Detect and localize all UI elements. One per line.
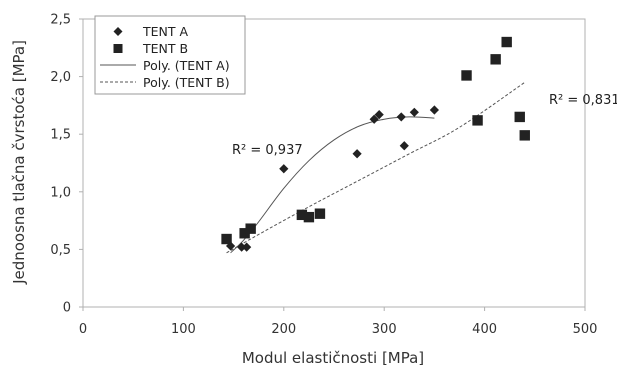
point-tent-b: [490, 54, 501, 65]
legend-label-tent-b: TENT B: [142, 41, 188, 56]
point-tent-a: [429, 105, 439, 115]
legend-label-poly-tent-a: Poly. (TENT A): [143, 58, 230, 73]
x-tick-label: 200: [271, 322, 296, 337]
plot-frame: [82, 18, 586, 308]
legend-square-marker: [113, 44, 123, 53]
point-tent-b: [221, 233, 232, 245]
x-tick-label: 400: [472, 322, 497, 337]
y-axis-title: Jednoosna tlačna čvrstoća [MPa]: [10, 40, 28, 285]
x-tick-label: 500: [573, 322, 598, 337]
point-tent-a: [369, 114, 379, 124]
point-tent-b: [303, 211, 315, 223]
x-axis-ticks: 0 100 200 300 400 500: [79, 307, 598, 337]
y-tick-label: 2,0: [50, 70, 71, 85]
x-tick-label: 300: [372, 322, 397, 337]
plot-area-border: [82, 18, 586, 308]
point-tent-b: [245, 223, 256, 234]
point-tent-b: [461, 70, 472, 81]
r2-label-tent-b: R² = 0,831: [549, 93, 617, 108]
y-tick-label: 1,5: [50, 128, 71, 143]
x-axis-title: Modul elastičnosti [MPa]: [242, 349, 424, 367]
point-tent-a: [279, 164, 289, 174]
legend-label-tent-a: TENT A: [142, 24, 188, 39]
point-tent-b: [296, 209, 308, 221]
point-tent-b: [514, 111, 525, 123]
x-tick-label: 100: [171, 322, 196, 337]
point-tent-a: [237, 242, 247, 252]
y-tick-label: 1,0: [50, 185, 71, 200]
y-tick-label: 0,5: [50, 243, 71, 258]
point-tent-a: [352, 149, 362, 159]
point-tent-b: [472, 115, 483, 126]
legend-diamond-marker: [113, 27, 123, 36]
trendline-poly-tent-b: [226, 81, 526, 254]
point-tent-b: [519, 130, 530, 141]
x-tick-label: 0: [79, 322, 87, 337]
point-tent-a: [374, 110, 384, 120]
trendlines: [226, 81, 526, 254]
point-tent-b: [314, 208, 326, 219]
trendline-poly-tent-a: [230, 116, 435, 254]
point-tent-a: [396, 112, 406, 122]
legend: TENT A TENT B Poly. (TENT A) Poly. (TENT…: [94, 15, 246, 95]
point-tent-a: [409, 107, 419, 117]
point-tent-a: [399, 141, 409, 151]
y-tick-label: 0: [63, 301, 71, 316]
legend-label-poly-tent-b: Poly. (TENT B): [143, 75, 230, 90]
point-tent-a: [242, 242, 252, 252]
y-tick-label: 2,5: [50, 13, 71, 28]
data-points: [221, 36, 530, 252]
r2-label-tent-a: R² = 0,937: [232, 143, 303, 158]
y-axis-ticks: 0 0,5 1,0 1,5 2,0 2,5: [50, 13, 83, 316]
point-tent-b: [239, 228, 250, 239]
point-tent-b: [501, 36, 512, 48]
